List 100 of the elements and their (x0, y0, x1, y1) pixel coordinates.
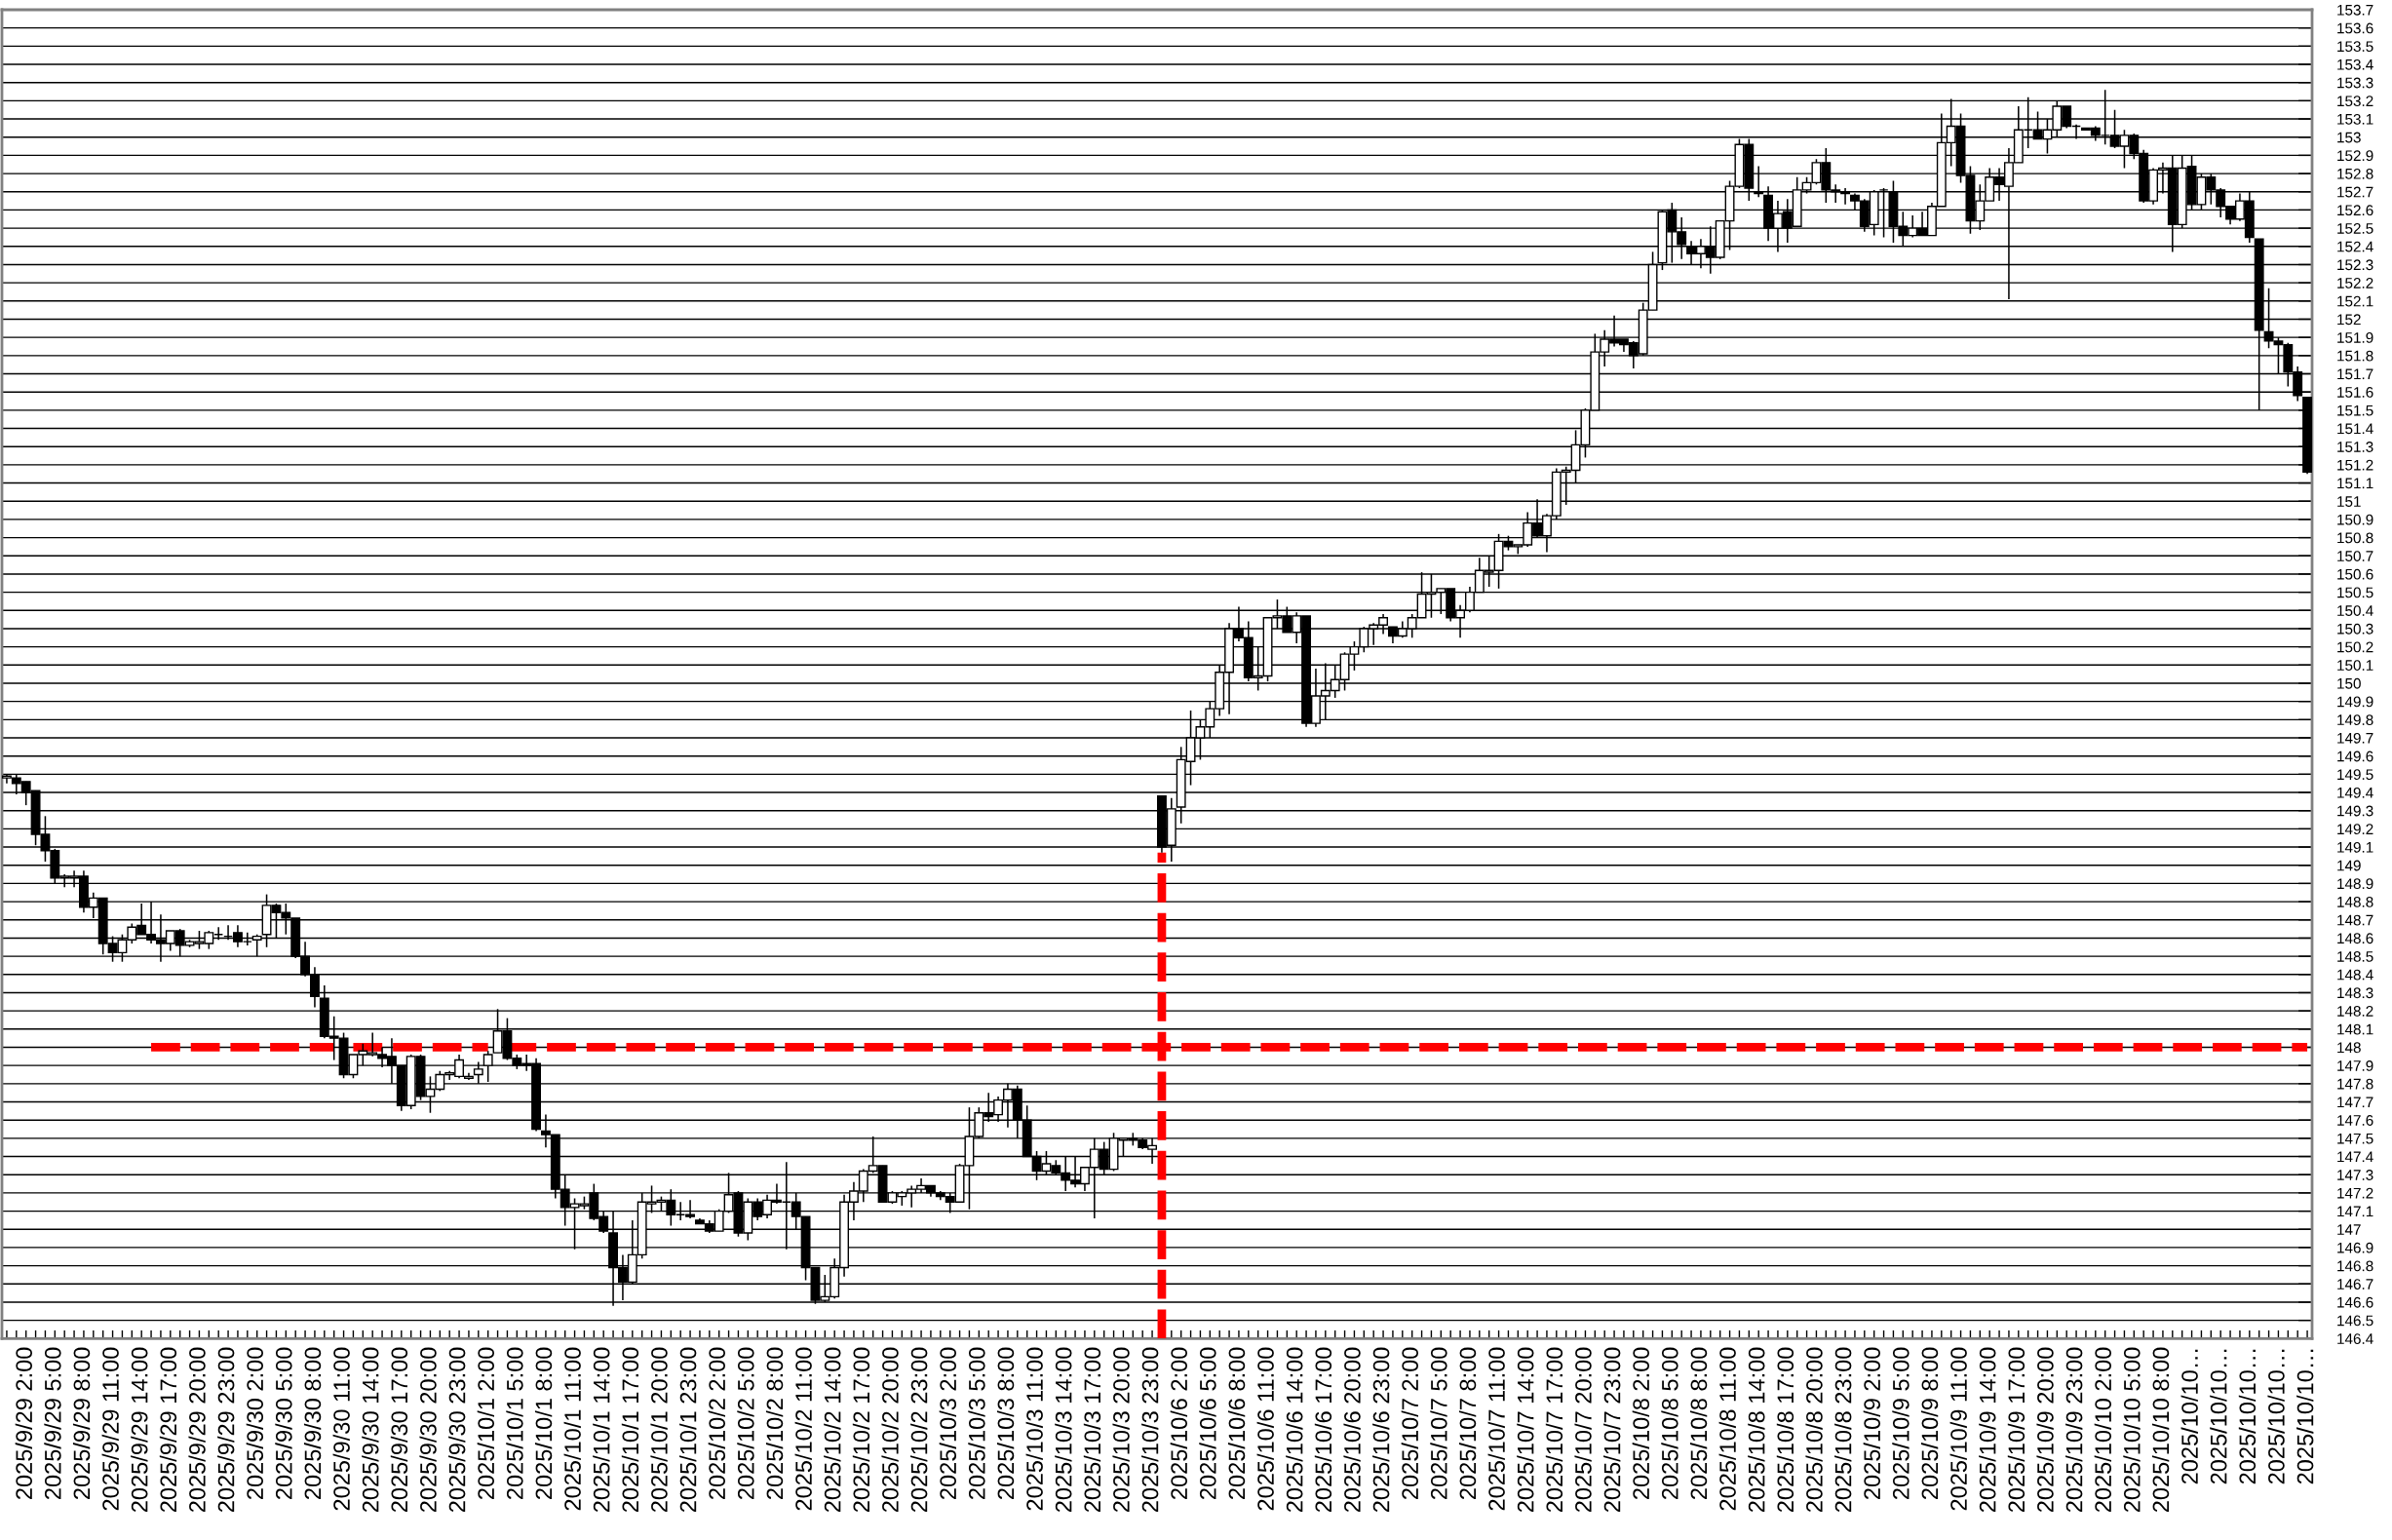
y-tick-label: 151.2 (2337, 459, 2373, 471)
y-tick-label: 149.8 (2337, 714, 2373, 726)
y-tick-label: 147.8 (2337, 1078, 2373, 1090)
x-tick-label: 2025/10/8 23:00 (1834, 1347, 1852, 1513)
x-tick-label: 2025/10/8 14:00 (1748, 1347, 1765, 1513)
y-tick-label: 153 (2337, 132, 2361, 143)
x-tick-label: 2025/10/2 23:00 (910, 1347, 928, 1513)
x-tick-label: 2025/9/29 8:00 (72, 1347, 91, 1499)
y-tick-label: 153.5 (2337, 41, 2373, 53)
x-tick-label: 2025/10/1 5:00 (506, 1347, 523, 1499)
x-tick-label: 2025/10/9 8:00 (1920, 1347, 1939, 1499)
x-tick-label: 2025/10/6 23:00 (1372, 1347, 1390, 1513)
y-tick-label: 148.8 (2337, 896, 2373, 907)
y-tick-label: 153.7 (2337, 4, 2373, 16)
x-tick-label: 2025/9/29 11:00 (101, 1347, 119, 1511)
x-tick-label: 2025/10/10 2:00 (2094, 1347, 2112, 1513)
y-tick-label: 148.1 (2337, 1023, 2373, 1035)
y-tick-label: 149.1 (2337, 841, 2373, 853)
y-tick-label: 149.2 (2337, 824, 2373, 835)
y-tick-label: 147.1 (2337, 1206, 2373, 1217)
y-tick-label: 150.2 (2337, 641, 2373, 653)
y-tick-label: 148.3 (2337, 987, 2373, 999)
x-tick-label: 2025/10/7 2:00 (1401, 1347, 1419, 1499)
x-tick-label: 2025/9/29 20:00 (188, 1347, 206, 1513)
x-tick-label: 2025/10/9 5:00 (1892, 1347, 1910, 1499)
y-tick-label: 151.9 (2337, 332, 2373, 343)
x-tick-label: 2025/10/10 8:00 (2151, 1347, 2170, 1513)
x-tick-label: 2025/10/1 23:00 (679, 1347, 697, 1513)
x-tick-label: 2025/10/10… (2210, 1349, 2227, 1484)
x-tick-label: 2025/9/29 17:00 (159, 1347, 177, 1513)
y-tick-label: 148.6 (2337, 933, 2373, 944)
y-tick-label: 151.4 (2337, 423, 2373, 435)
x-tick-label: 2025/10/6 20:00 (1343, 1347, 1361, 1513)
y-tick-label: 148.2 (2337, 1006, 2373, 1017)
x-tick-label: 2025/10/2 14:00 (824, 1347, 841, 1513)
y-tick-label: 146.5 (2337, 1315, 2373, 1327)
x-tick-label: 2025/10/9 11:00 (1949, 1347, 1967, 1511)
x-tick-label: 2025/10/8 11:00 (1718, 1347, 1736, 1511)
x-tick-label: 2025/10/7 11:00 (1487, 1347, 1505, 1511)
x-tick-label: 2025/10/6 14:00 (1286, 1347, 1303, 1513)
y-tick-label: 152 (2337, 314, 2361, 326)
y-tick-label: 147.7 (2337, 1097, 2373, 1108)
x-tick-label: 2025/9/29 14:00 (131, 1347, 148, 1513)
x-tick-label: 2025/10/6 11:00 (1256, 1347, 1274, 1511)
y-tick-label: 146.7 (2337, 1279, 2373, 1290)
x-tick-label: 2025/10/9 17:00 (2007, 1347, 2025, 1513)
y-tick-label: 146.4 (2337, 1333, 2373, 1344)
y-tick-label: 153.6 (2337, 22, 2373, 34)
y-tick-label: 150.8 (2337, 532, 2373, 544)
y-tick-label: 149.5 (2337, 769, 2373, 781)
y-tick-label: 152.9 (2337, 150, 2373, 162)
x-tick-label: 2025/10/10… (2238, 1349, 2257, 1484)
y-tick-label: 151 (2337, 496, 2361, 507)
y-tick-label: 152.1 (2337, 295, 2373, 307)
y-tick-label: 147.2 (2337, 1187, 2373, 1199)
x-tick-label: 2025/9/30 2:00 (246, 1347, 264, 1499)
x-tick-label: 2025/9/30 11:00 (332, 1347, 350, 1511)
y-tick-label: 147.5 (2337, 1133, 2373, 1144)
x-tick-label: 2025/10/1 17:00 (621, 1347, 639, 1513)
y-tick-label: 150.5 (2337, 587, 2373, 598)
x-tick-label: 2025/10/8 2:00 (1632, 1347, 1650, 1499)
x-tick-label: 2025/10/3 17:00 (1083, 1347, 1101, 1513)
x-tick-label: 2025/10/7 20:00 (1574, 1347, 1592, 1513)
x-tick-label: 2025/9/29 5:00 (44, 1347, 61, 1499)
x-tick-label: 2025/10/2 20:00 (881, 1347, 899, 1513)
y-tick-label: 147.6 (2337, 1115, 2373, 1126)
x-tick-label: 2025/9/30 14:00 (362, 1347, 379, 1513)
x-tick-label: 2025/10/9 23:00 (2065, 1347, 2083, 1513)
y-tick-label: 152.7 (2337, 186, 2373, 198)
x-tick-label: 2025/10/9 20:00 (2036, 1347, 2054, 1513)
y-tick-label: 152.2 (2337, 278, 2373, 289)
y-tick-label: 152.5 (2337, 222, 2373, 234)
y-tick-label: 146.8 (2337, 1260, 2373, 1272)
x-tick-label: 2025/10/6 2:00 (1170, 1347, 1188, 1499)
x-tick-label: 2025/10/8 17:00 (1776, 1347, 1794, 1513)
x-tick-label: 2025/10/3 2:00 (939, 1347, 957, 1499)
x-tick-label: 2025/10/9 2:00 (1863, 1347, 1881, 1499)
y-tick-label: 149.7 (2337, 732, 2373, 744)
x-tick-label: 2025/10/3 20:00 (1112, 1347, 1130, 1513)
y-tick-label: 151.7 (2337, 368, 2373, 380)
x-tick-label: 2025/9/30 5:00 (275, 1347, 292, 1499)
x-tick-label: 2025/9/30 8:00 (303, 1347, 322, 1499)
y-tick-label: 149.3 (2337, 805, 2373, 817)
x-tick-label: 2025/10/1 14:00 (593, 1347, 610, 1513)
x-tick-label: 2025/10/3 8:00 (996, 1347, 1015, 1499)
x-tick-label: 2025/10/10… (2296, 1349, 2314, 1484)
y-tick-label: 151.6 (2337, 387, 2373, 398)
x-tick-label: 2025/10/8 5:00 (1661, 1347, 1678, 1499)
y-tick-label: 150.9 (2337, 514, 2373, 525)
x-tick-label: 2025/10/2 11:00 (794, 1347, 812, 1511)
y-tick-label: 147.9 (2337, 1060, 2373, 1071)
x-tick-label: 2025/10/6 17:00 (1314, 1347, 1332, 1513)
x-tick-label: 2025/10/7 5:00 (1430, 1347, 1447, 1499)
y-tick-label: 151.5 (2337, 404, 2373, 416)
x-tick-label: 2025/10/8 20:00 (1805, 1347, 1823, 1513)
y-tick-label: 148.9 (2337, 878, 2373, 890)
y-tick-label: 146.6 (2337, 1296, 2373, 1308)
x-tick-label: 2025/10/2 5:00 (737, 1347, 754, 1499)
y-tick-label: 149.9 (2337, 696, 2373, 708)
x-tick-label: 2025/9/29 23:00 (217, 1347, 235, 1513)
